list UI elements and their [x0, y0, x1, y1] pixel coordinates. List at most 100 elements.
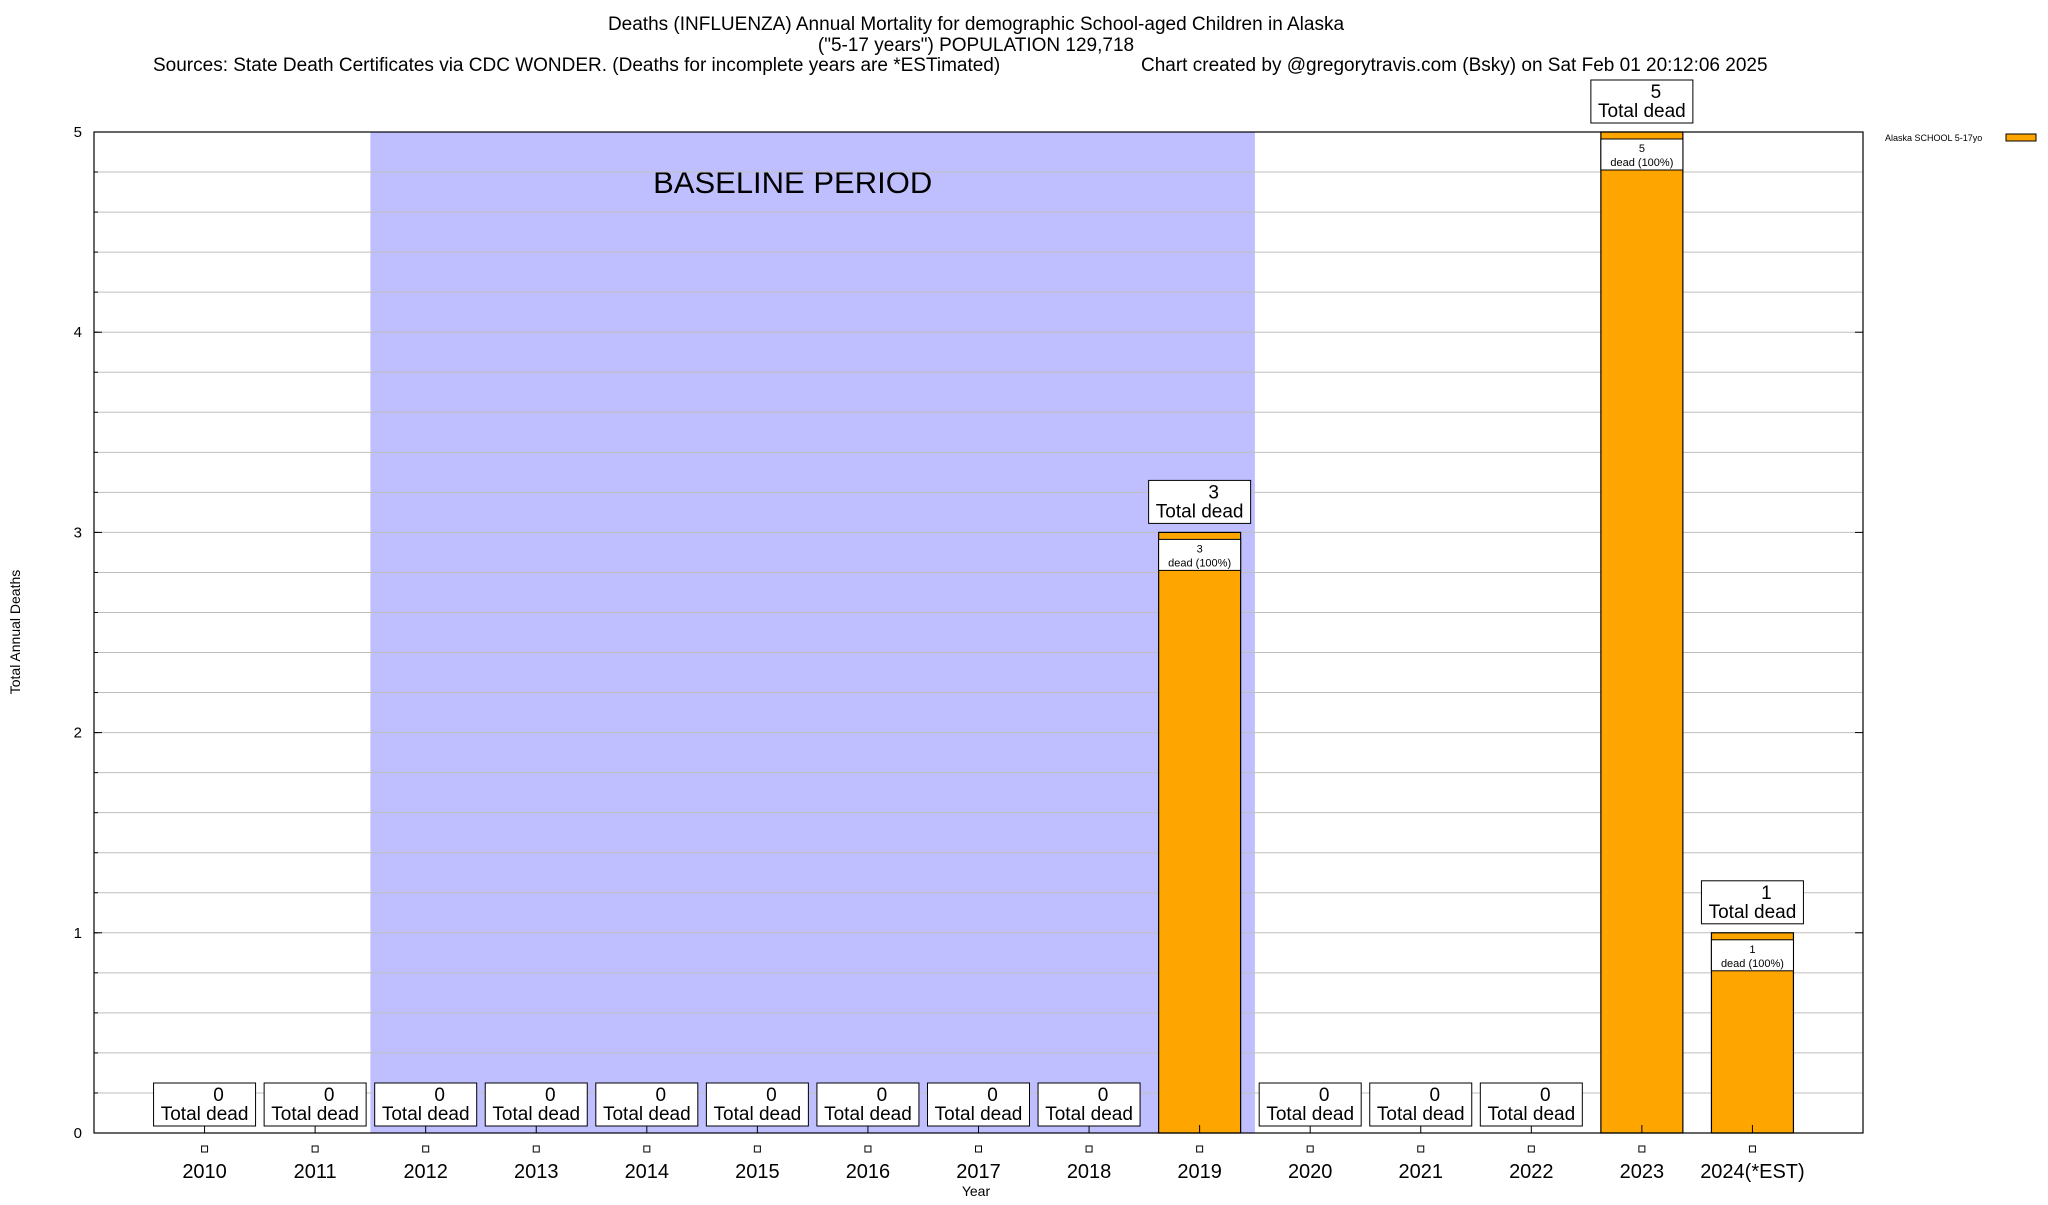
x-point-marker	[1085, 1145, 1093, 1153]
x-tick-label: 2024(*EST)	[1700, 1161, 1805, 1183]
legend-label: Alaska SCHOOL 5-17yo	[1885, 133, 1982, 143]
total-dead-label: Total dead	[1266, 1104, 1354, 1125]
baseline-period-label: BASELINE PERIOD	[653, 165, 932, 200]
legend: Alaska SCHOOL 5-17yo	[1885, 133, 2037, 143]
x-tick-label: 2021	[1399, 1161, 1444, 1183]
total-value-label: 0	[1319, 1085, 1330, 1106]
total-dead-label: Total dead	[1598, 101, 1686, 122]
x-point-marker	[643, 1145, 651, 1153]
x-tick-label: 2019	[1177, 1161, 1222, 1183]
total-label-box	[1148, 479, 1252, 524]
segment-percent-label: dead (100%)	[1168, 557, 1231, 569]
plot-area: BASELINE PERIOD 0 1 2 3 4 5 2010 2011 2012 2013 201…	[74, 79, 2037, 1183]
x-tick-label: 2023	[1620, 1161, 1665, 1183]
total-label-box	[1700, 880, 1804, 925]
x-point-marker	[864, 1145, 872, 1153]
total-dead-label: Total dead	[603, 1104, 691, 1125]
x-axis-label: Year	[962, 1183, 991, 1199]
total-value-label: 0	[766, 1085, 777, 1106]
x-tick-label: 2011	[294, 1161, 337, 1183]
x-point-marker	[1306, 1145, 1314, 1153]
total-value-label: 0	[656, 1085, 667, 1106]
total-label-box	[1479, 1082, 1583, 1127]
bar	[1600, 131, 1684, 1134]
total-value-label: 0	[1429, 1085, 1440, 1106]
x-tick-label: 2022	[1509, 1161, 1554, 1183]
total-dead-label: Total dead	[161, 1104, 249, 1125]
total-label-box	[1258, 1082, 1362, 1127]
total-value-label: 0	[877, 1085, 888, 1106]
y-axis-label: Total Annual Deaths	[7, 570, 23, 695]
y-tick-label: 3	[74, 524, 82, 541]
total-label-box	[595, 1082, 699, 1127]
x-tick-label: 2010	[182, 1161, 227, 1183]
total-value-label: 5	[1651, 82, 1662, 103]
segment-value-label: 5	[1639, 143, 1645, 155]
total-label-box	[927, 1082, 1030, 1127]
chart-subtitle: ("5-17 years") POPULATION 129,718	[818, 35, 1134, 56]
total-value-label: 0	[987, 1085, 998, 1106]
total-value-label: 0	[213, 1085, 224, 1106]
total-label-box	[816, 1082, 920, 1127]
total-label-box	[1369, 1082, 1473, 1127]
total-value-label: 0	[545, 1085, 556, 1106]
total-dead-label: Total dead	[935, 1104, 1023, 1125]
x-tick-label: 2014	[625, 1161, 670, 1183]
total-dead-label: Total dead	[1487, 1104, 1575, 1125]
total-value-label: 0	[324, 1085, 335, 1106]
y-tick-label: 0	[74, 1125, 82, 1142]
x-point-marker	[1196, 1145, 1204, 1153]
segment-label-box	[1600, 138, 1684, 171]
segment-value-label: 3	[1197, 543, 1203, 555]
x-point-marker	[201, 1145, 209, 1153]
x-point-marker	[975, 1145, 982, 1153]
x-point-marker	[1748, 1145, 1756, 1153]
total-label-box	[1037, 1082, 1141, 1127]
total-value-label: 3	[1208, 482, 1219, 503]
chart-title: Deaths (INFLUENZA) Annual Mortality for …	[608, 14, 1344, 35]
segment-percent-label: dead (100%)	[1610, 157, 1673, 169]
total-label-box	[705, 1082, 809, 1127]
x-point-marker	[311, 1145, 319, 1153]
total-value-label: 0	[1540, 1085, 1551, 1106]
y-tick-label: 2	[74, 725, 82, 742]
x-point-marker	[1638, 1145, 1646, 1153]
y-tick-label: 5	[74, 124, 82, 141]
total-dead-label: Total dead	[714, 1104, 802, 1125]
x-point-marker	[422, 1145, 430, 1153]
source-note: Sources: State Death Certificates via CD…	[153, 55, 1000, 76]
y-tick-label: 1	[74, 925, 82, 942]
x-point-marker	[1527, 1145, 1535, 1153]
credit-note: Chart created by @gregorytravis.com (Bsk…	[1141, 55, 1768, 76]
total-label-box	[153, 1082, 257, 1127]
total-dead-label: Total dead	[1045, 1104, 1133, 1125]
total-dead-label: Total dead	[382, 1104, 470, 1125]
total-value-label: 0	[434, 1085, 445, 1106]
y-tick-label: 4	[74, 324, 82, 341]
x-tick-label: 2013	[514, 1161, 559, 1183]
total-label-box	[263, 1082, 367, 1127]
total-label-box	[484, 1082, 588, 1127]
x-point-marker	[1417, 1145, 1425, 1153]
segment-value-label: 1	[1749, 944, 1755, 956]
x-tick-label: 2018	[1067, 1161, 1112, 1183]
total-value-label: 0	[1098, 1085, 1109, 1106]
total-dead-label: Total dead	[1377, 1104, 1465, 1125]
total-label-box	[1590, 79, 1694, 124]
total-dead-label: Total dead	[492, 1104, 580, 1125]
segment-percent-label: dead (100%)	[1721, 958, 1784, 970]
x-tick-label: 2020	[1288, 1161, 1333, 1183]
segment-label-box	[1710, 939, 1794, 972]
total-dead-label: Total dead	[1709, 902, 1797, 923]
bar	[1158, 531, 1242, 1134]
x-tick-label: 2016	[846, 1161, 891, 1183]
total-label-box	[374, 1082, 478, 1127]
baseline-period-band	[370, 132, 1255, 1133]
x-point-marker	[532, 1145, 540, 1153]
total-dead-label: Total dead	[824, 1104, 912, 1125]
total-value-label: 1	[1761, 883, 1772, 904]
x-tick-label: 2017	[956, 1161, 1001, 1183]
total-dead-label: Total dead	[1156, 501, 1244, 522]
